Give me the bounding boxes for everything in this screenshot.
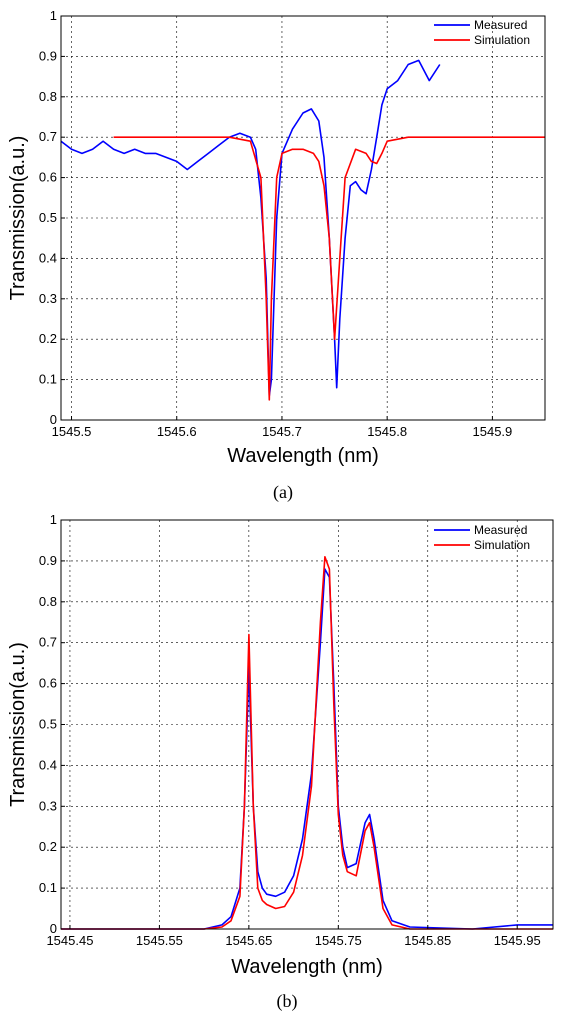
x-tick-label: 1545.6 [157, 424, 197, 439]
y-tick-label: 0.1 [39, 880, 57, 895]
x-tick-label: 1545.55 [136, 933, 183, 948]
series-line-simulation [61, 555, 553, 930]
y-tick-label: 0.7 [39, 635, 57, 650]
y-tick-label: 0 [50, 921, 57, 936]
y-tick-label: 0.3 [39, 798, 57, 813]
panel-label: (b) [277, 991, 298, 1012]
x-tick-label: 1545.8 [367, 424, 407, 439]
y-tick-label: 0.9 [39, 553, 57, 568]
y-tick-label: 0.6 [39, 676, 57, 691]
legend-label: Simulation [474, 538, 530, 552]
y-tick-label: 1 [50, 8, 57, 23]
x-tick-label: 1545.9 [473, 424, 513, 439]
y-axis-label: Transmission(a.u.) [7, 136, 29, 301]
y-tick-label: 0.6 [39, 170, 57, 185]
y-tick-label: 1 [50, 512, 57, 527]
x-tick-label: 1545.85 [404, 933, 451, 948]
y-tick-label: 0.5 [39, 717, 57, 732]
y-tick-label: 0.3 [39, 291, 57, 306]
x-axis-label: Wavelength (nm) [227, 445, 379, 467]
chart-panel-b: 1545.45 1545.55 1545.65 1545.75 1545.85 1545.… [7, 512, 554, 1012]
x-tick-label: 1545.95 [494, 933, 541, 948]
legend-label: Measured [474, 523, 527, 537]
y-tick-label: 0.1 [39, 372, 57, 387]
y-tick-label: 0 [50, 412, 57, 427]
y-axis-label: Transmission(a.u.) [7, 642, 29, 807]
x-tick-label: 1545.45 [46, 933, 93, 948]
y-tick-label: 0.7 [39, 129, 57, 144]
series-line-simulation [113, 136, 545, 401]
x-tick-label: 1545.5 [52, 424, 92, 439]
series-line-measured [60, 59, 441, 397]
x-tick-label: 1545.65 [225, 933, 272, 948]
y-tick-label: 0.2 [39, 331, 57, 346]
x-tick-label: 1545.75 [315, 933, 362, 948]
y-tick-label: 0.4 [39, 250, 57, 265]
y-tick-label: 0.4 [39, 757, 57, 772]
legend-label: Simulation [474, 33, 530, 47]
x-axis-label: Wavelength (nm) [231, 956, 383, 978]
y-tick-label: 0.2 [39, 839, 57, 854]
y-tick-label: 0.9 [39, 48, 57, 63]
y-tick-label: 0.8 [39, 594, 57, 609]
legend-label: Measured [474, 18, 527, 32]
y-tick-label: 0.8 [39, 89, 57, 104]
chart-panel-a: 1545.5 1545.6 1545.7 1545.8 1545.9 0 0.1 0.2 0.3… [7, 8, 546, 503]
x-tick-label: 1545.7 [262, 424, 302, 439]
panel-label: (a) [273, 482, 293, 503]
y-tick-label: 0.5 [39, 210, 57, 225]
